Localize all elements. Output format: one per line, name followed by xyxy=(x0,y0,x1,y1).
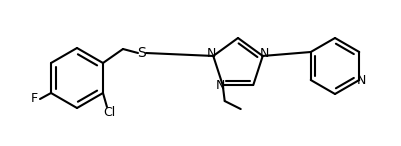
Text: Cl: Cl xyxy=(103,106,115,119)
Text: N: N xyxy=(356,73,365,86)
Text: F: F xyxy=(30,93,37,106)
Text: S: S xyxy=(137,46,146,60)
Text: N: N xyxy=(206,47,215,60)
Text: N: N xyxy=(215,79,225,92)
Text: N: N xyxy=(259,47,269,60)
